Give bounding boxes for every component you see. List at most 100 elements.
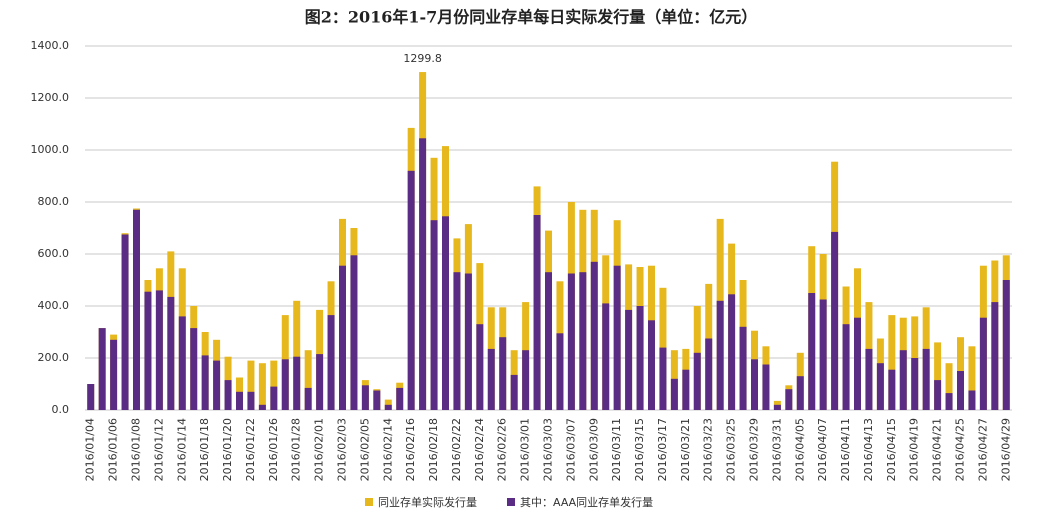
x-tick-label: 2016/04/15 bbox=[885, 418, 898, 481]
bar bbox=[739, 326, 747, 410]
x-tick-label: 2016/04/21 bbox=[931, 418, 944, 481]
bar bbox=[716, 300, 724, 410]
x-tick-label: 2016/02/05 bbox=[358, 418, 371, 481]
bar bbox=[911, 358, 919, 410]
bar bbox=[316, 354, 324, 410]
x-tick-label: 2016/04/27 bbox=[976, 418, 989, 481]
y-tick-label: 1000.0 bbox=[31, 143, 70, 156]
bar bbox=[293, 356, 301, 410]
x-tick-label: 2016/02/22 bbox=[450, 418, 463, 481]
bar bbox=[339, 265, 346, 410]
x-tick-label: 2016/02/01 bbox=[313, 418, 326, 481]
x-tick-label: 2016/03/15 bbox=[633, 418, 646, 481]
bar bbox=[178, 316, 186, 410]
bar bbox=[304, 387, 312, 410]
bar bbox=[819, 299, 827, 410]
bar bbox=[499, 337, 507, 410]
y-tick-label: 200.0 bbox=[38, 351, 70, 364]
bar bbox=[705, 338, 713, 410]
bar bbox=[991, 302, 999, 410]
y-tick-label: 400.0 bbox=[38, 299, 70, 312]
bar bbox=[327, 315, 335, 410]
bar bbox=[636, 306, 644, 410]
bar bbox=[247, 391, 255, 410]
y-tick-label: 800.0 bbox=[38, 195, 70, 208]
bar bbox=[133, 209, 140, 410]
bar bbox=[304, 350, 312, 410]
x-tick-label: 2016/03/21 bbox=[679, 418, 692, 481]
x-tick-label: 2016/04/25 bbox=[954, 418, 967, 481]
bar bbox=[934, 342, 942, 410]
bar bbox=[602, 303, 610, 410]
bar bbox=[270, 360, 278, 410]
bar bbox=[831, 231, 839, 410]
bar bbox=[854, 317, 861, 410]
bar bbox=[785, 389, 793, 410]
bar bbox=[350, 255, 358, 410]
x-tick-label: 2016/03/07 bbox=[564, 418, 577, 481]
y-tick-label: 1400.0 bbox=[31, 39, 70, 52]
bar bbox=[98, 328, 106, 410]
x-tick-label: 2016/03/31 bbox=[770, 418, 783, 481]
x-tick-label: 2016/01/04 bbox=[84, 418, 97, 481]
bar bbox=[968, 346, 976, 410]
bar bbox=[865, 348, 873, 410]
bar bbox=[155, 290, 163, 410]
legend-swatch bbox=[365, 498, 373, 506]
x-tick-label: 2016/02/03 bbox=[336, 418, 349, 481]
bar bbox=[762, 364, 770, 410]
bar bbox=[968, 390, 976, 410]
bar bbox=[110, 339, 118, 410]
x-tick-label: 2016/02/18 bbox=[427, 418, 440, 481]
x-tick-label: 2016/03/11 bbox=[610, 418, 623, 481]
bar bbox=[281, 359, 289, 410]
bar bbox=[945, 363, 953, 410]
bar bbox=[201, 355, 209, 410]
x-tick-label: 2016/04/07 bbox=[816, 418, 829, 481]
bar bbox=[590, 261, 598, 410]
bar bbox=[876, 363, 884, 410]
chart-title: 图2：2016年1-7月份同业存单每日实际发行量（单位：亿元） bbox=[305, 8, 758, 27]
y-tick-label: 1200.0 bbox=[31, 91, 70, 104]
bar bbox=[899, 350, 907, 410]
bar bbox=[373, 390, 381, 410]
bar bbox=[190, 328, 198, 410]
bar bbox=[121, 234, 129, 410]
x-tick-label: 2016/01/26 bbox=[267, 418, 280, 481]
bar bbox=[957, 371, 964, 410]
bar bbox=[453, 272, 461, 410]
bar bbox=[945, 393, 953, 410]
x-tick-label: 2016/02/14 bbox=[381, 418, 394, 481]
x-tick-label: 2016/04/29 bbox=[999, 418, 1012, 481]
x-tick-label: 2016/03/17 bbox=[656, 418, 669, 481]
bar bbox=[888, 369, 896, 410]
bar bbox=[613, 265, 621, 410]
y-tick-label: 600.0 bbox=[38, 247, 70, 260]
bar bbox=[144, 291, 152, 410]
x-tick-label: 2016/01/08 bbox=[130, 418, 143, 481]
legend-swatch bbox=[507, 498, 515, 506]
bar bbox=[670, 378, 678, 410]
bar bbox=[682, 369, 690, 410]
x-tick-label: 2016/03/25 bbox=[725, 418, 738, 481]
x-tick-label: 2016/03/01 bbox=[519, 418, 532, 481]
bar bbox=[442, 216, 449, 410]
bar bbox=[808, 293, 816, 410]
bar bbox=[464, 273, 472, 410]
x-tick-label: 2016/02/16 bbox=[404, 418, 417, 481]
x-tick-label: 2016/03/09 bbox=[587, 418, 600, 481]
bar bbox=[361, 385, 369, 410]
bar bbox=[258, 363, 266, 410]
bar bbox=[213, 360, 221, 410]
x-tick-label: 2016/02/24 bbox=[473, 418, 486, 481]
bar bbox=[796, 376, 804, 410]
bar bbox=[258, 404, 266, 410]
x-tick-label: 2016/01/18 bbox=[198, 418, 211, 481]
x-tick-label: 2016/01/06 bbox=[107, 418, 120, 481]
bar bbox=[396, 387, 404, 410]
x-tick-label: 2016/03/03 bbox=[542, 418, 555, 481]
bar bbox=[407, 170, 415, 410]
bar bbox=[556, 333, 564, 410]
bar bbox=[1002, 280, 1010, 410]
